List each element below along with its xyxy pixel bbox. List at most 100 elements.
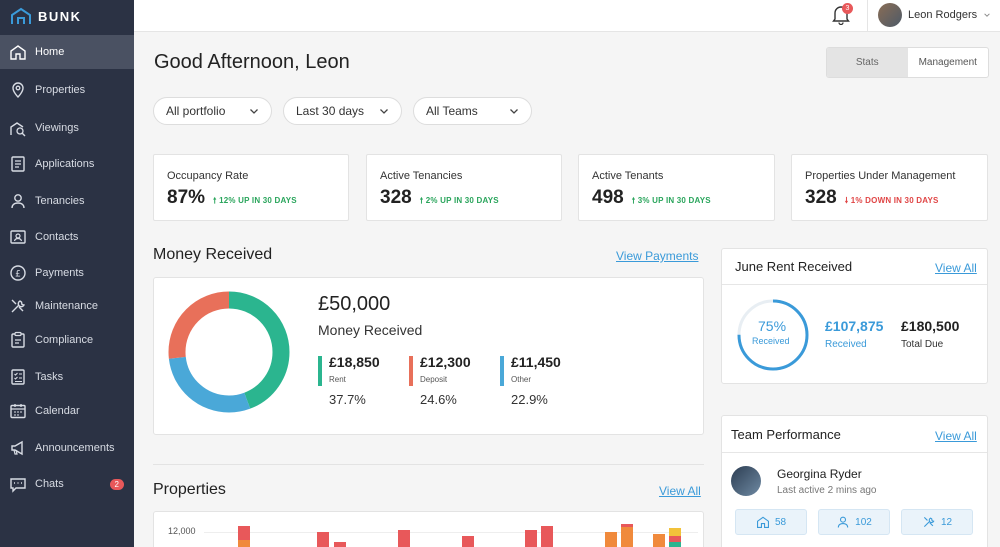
- house-search-icon: [9, 119, 27, 137]
- sidebar-item-tenancies[interactable]: Tenancies: [0, 184, 134, 218]
- document-icon: [9, 155, 27, 173]
- home-icon: [9, 43, 27, 61]
- sidebar-item-viewings[interactable]: Viewings: [0, 111, 134, 145]
- chevron-down-icon: [250, 109, 258, 114]
- teams-filter-value: All Teams: [426, 104, 478, 118]
- sidebar-item-payments[interactable]: £ Payments: [0, 256, 134, 290]
- rent-received-amount: £107,875: [825, 318, 884, 334]
- team-metric-tenants[interactable]: 102: [818, 509, 890, 535]
- portfolio-filter[interactable]: All portfolio: [153, 97, 272, 125]
- properties-bar: [669, 542, 681, 547]
- user-menu[interactable]: Leon Rodgers: [878, 3, 991, 27]
- stat-change-text: 1% DOWN IN 30 DAYS: [850, 196, 939, 205]
- properties-title: Properties: [153, 481, 226, 498]
- stat-change: 🠕 2% UP IN 30 DAYS: [420, 195, 499, 209]
- sidebar-item-compliance[interactable]: Compliance: [0, 323, 134, 357]
- section-divider: [153, 464, 704, 465]
- money-donut-chart: [168, 291, 290, 413]
- logo-house-icon: [11, 7, 31, 24]
- stat-value: 328: [805, 187, 837, 208]
- stat-label: Active Tenancies: [380, 170, 463, 182]
- checklist-icon: [9, 368, 27, 386]
- sidebar-item-applications[interactable]: Applications: [0, 147, 134, 181]
- sidebar-item-label: Chats: [35, 478, 64, 490]
- properties-bar: [541, 526, 553, 547]
- topbar-divider: [867, 0, 868, 32]
- notification-badge: 3: [842, 3, 853, 14]
- sidebar-item-contacts[interactable]: Contacts: [0, 220, 134, 254]
- team-member-name[interactable]: Georgina Ryder: [777, 467, 862, 481]
- teams-filter[interactable]: All Teams: [413, 97, 532, 125]
- stat-change: 🠕 12% UP IN 30 DAYS: [213, 195, 297, 209]
- calendar-icon: [9, 402, 27, 420]
- location-pin-icon: [9, 81, 27, 99]
- sidebar-item-label: Announcements: [35, 442, 115, 454]
- stat-card-tenants[interactable]: Active Tenants 498 🠕 3% UP IN 30 DAYS: [578, 154, 775, 221]
- view-toggle: Stats Management: [826, 47, 989, 78]
- sidebar-item-calendar[interactable]: Calendar: [0, 394, 134, 428]
- logo[interactable]: BUNK: [0, 0, 134, 32]
- team-metric-value: 58: [774, 516, 787, 528]
- sidebar-item-label: Applications: [35, 158, 95, 170]
- donut-segment-deposit: [168, 291, 290, 413]
- legend-deposit: £12,300 Deposit 24.6%: [409, 354, 489, 409]
- sidebar-item-label: Home: [35, 46, 65, 58]
- properties-bar: [398, 530, 410, 547]
- sidebar-item-home[interactable]: Home: [0, 35, 134, 69]
- stat-change: 🠗 1% DOWN IN 30 DAYS: [845, 195, 939, 209]
- user-name: Leon Rodgers: [908, 9, 978, 21]
- legend-label: Deposit: [420, 375, 448, 384]
- stat-card-tenancies[interactable]: Active Tenancies 328 🠕 2% UP IN 30 DAYS: [366, 154, 562, 221]
- view-all-team-link[interactable]: View All: [935, 429, 977, 443]
- sidebar-item-label: Maintenance: [35, 300, 98, 312]
- stat-card-occupancy[interactable]: Occupancy Rate 87% 🠕 12% UP IN 30 DAYS: [153, 154, 349, 221]
- team-metric-value: 12: [940, 516, 953, 528]
- contact-card-icon: [9, 228, 27, 246]
- june-rent-card: [721, 248, 988, 384]
- stat-card-properties[interactable]: Properties Under Management 328 🠗 1% DOW…: [791, 154, 988, 221]
- money-received-title: Money Received: [153, 246, 273, 263]
- stat-value: 328: [380, 187, 412, 208]
- tab-stats[interactable]: Stats: [827, 48, 908, 77]
- view-payments-link[interactable]: View Payments: [616, 249, 699, 263]
- chevron-down-icon: [984, 13, 990, 17]
- properties-bar: [238, 540, 250, 547]
- team-metric-properties[interactable]: 58: [735, 509, 807, 535]
- arrow-up-icon: 🠕: [631, 196, 636, 205]
- chats-badge: 2: [109, 478, 124, 490]
- view-all-rent-link[interactable]: View All: [935, 261, 977, 275]
- sidebar-item-label: Properties: [35, 84, 86, 96]
- stat-value: 498: [592, 187, 624, 208]
- clipboard-icon: [9, 331, 27, 349]
- june-rent-title: June Rent Received: [735, 259, 853, 274]
- avatar: [731, 466, 761, 496]
- view-all-properties-link[interactable]: View All: [659, 484, 701, 498]
- sidebar-item-maintenance[interactable]: Maintenance: [0, 289, 134, 323]
- sidebar-item-announcements[interactable]: Announcements: [0, 431, 134, 465]
- team-metric-maintenance[interactable]: 12: [901, 509, 973, 535]
- tools-icon: [923, 516, 935, 528]
- properties-bar: [621, 526, 633, 547]
- properties-bar: [525, 530, 537, 547]
- sidebar-item-tasks[interactable]: Tasks: [0, 360, 134, 394]
- rent-due-label: Total Due: [901, 339, 944, 350]
- legend-amount: £18,850: [329, 354, 380, 370]
- legend-label: Rent: [329, 375, 346, 384]
- legend-other: £11,450 Other 22.9%: [500, 354, 580, 409]
- arrow-up-icon: 🠕: [419, 196, 424, 205]
- sidebar-item-properties[interactable]: Properties: [0, 73, 134, 107]
- period-filter[interactable]: Last 30 days: [283, 97, 402, 125]
- tools-icon: [9, 297, 27, 315]
- rent-due-amount: £180,500: [901, 318, 960, 334]
- properties-bar: [334, 542, 346, 547]
- stat-value: 87%: [167, 187, 206, 208]
- team-performance-title: Team Performance: [731, 427, 841, 442]
- sidebar-item-chats[interactable]: Chats 2: [0, 467, 134, 501]
- svg-text:£: £: [15, 270, 21, 280]
- tab-management[interactable]: Management: [918, 57, 977, 68]
- stat-change-text: 2% UP IN 30 DAYS: [425, 196, 499, 205]
- stat-change: 🠕 3% UP IN 30 DAYS: [632, 195, 711, 209]
- legend-swatch: [500, 356, 504, 386]
- home-icon: [756, 516, 769, 528]
- properties-bar: [605, 532, 617, 547]
